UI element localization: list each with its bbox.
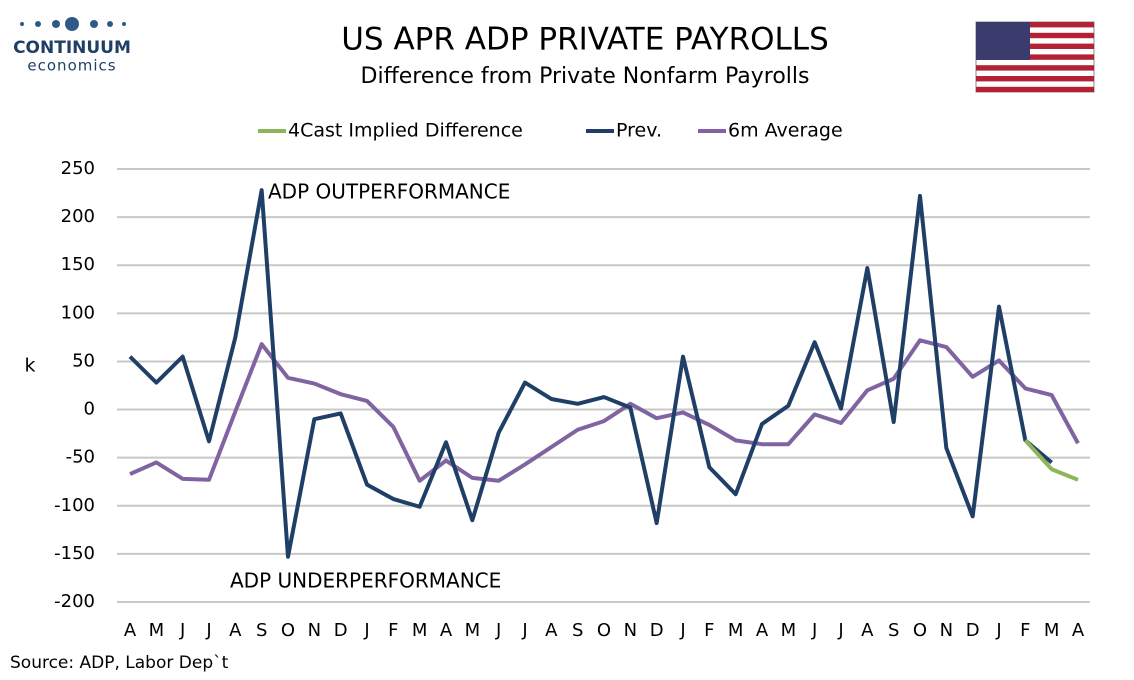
- x-tick-label: N: [940, 620, 953, 641]
- x-tick-label: J: [995, 620, 1001, 641]
- x-tick-label: J: [679, 620, 685, 641]
- x-tick-label: J: [837, 620, 843, 641]
- x-tick-label: A: [756, 620, 769, 641]
- legend-label: 6m Average: [728, 120, 843, 142]
- y-tick-label: -50: [66, 447, 95, 468]
- x-tick-label: N: [624, 620, 637, 641]
- x-tick-label: F: [1020, 620, 1030, 641]
- chart-title: US APR ADP PRIVATE PAYROLLS: [341, 22, 829, 58]
- logo-name: CONTINUUM: [13, 38, 131, 58]
- x-tick-label: A: [440, 620, 453, 641]
- x-tick-label: A: [861, 620, 874, 641]
- chart-subtitle: Difference from Private Nonfarm Payrolls: [361, 64, 810, 89]
- x-tick-label: M: [412, 620, 428, 641]
- x-tick-label: D: [966, 620, 980, 641]
- y-tick-label: 0: [84, 399, 95, 420]
- x-tick-label: M: [728, 620, 744, 641]
- annotation: ADP OUTPERFORMANCE: [268, 180, 510, 204]
- source: Source: ADP, Labor Dep`t: [10, 653, 229, 673]
- annotation: ADP UNDERPERFORMANCE: [230, 569, 501, 593]
- x-tick-label: O: [597, 620, 611, 641]
- y-tick-label: 100: [61, 302, 95, 323]
- legend-label: 4Cast Implied Difference: [288, 120, 523, 142]
- y-tick-label: 50: [72, 350, 95, 371]
- x-tick-label: M: [781, 620, 797, 641]
- x-tick-label: J: [363, 620, 369, 641]
- x-tick-label: M: [465, 620, 481, 641]
- x-tick-label: D: [650, 620, 664, 641]
- x-tick-label: S: [888, 620, 899, 641]
- series-line: [129, 338, 1080, 483]
- y-tick-label: -200: [54, 591, 95, 612]
- x-tick-label: M: [1044, 620, 1060, 641]
- x-tick-label: F: [388, 620, 398, 641]
- y-tick-label: -150: [54, 543, 95, 564]
- x-tick-label: S: [572, 620, 583, 641]
- x-tick-label: N: [308, 620, 321, 641]
- series-line: [1023, 438, 1079, 482]
- x-tick-label: O: [281, 620, 295, 641]
- logo-tagline: economics: [27, 57, 116, 75]
- legend-label: Prev.: [616, 120, 662, 142]
- x-tick-label: J: [811, 620, 817, 641]
- x-tick-label: M: [149, 620, 165, 641]
- x-tick-label: A: [229, 620, 242, 641]
- y-tick-label: -100: [54, 495, 95, 516]
- x-tick-label: J: [495, 620, 501, 641]
- x-tick-label: A: [124, 620, 137, 641]
- y-axis-label: k: [24, 355, 35, 377]
- x-tick-label: O: [913, 620, 927, 641]
- x-tick-label: J: [179, 620, 185, 641]
- series-line: [128, 188, 1053, 559]
- x-tick-label: J: [205, 620, 211, 641]
- y-tick-label: 250: [61, 158, 95, 179]
- logo: CONTINUUM economics: [13, 17, 131, 75]
- x-tick-label: A: [1072, 620, 1085, 641]
- y-tick-label: 200: [61, 206, 95, 227]
- x-tick-label: F: [704, 620, 714, 641]
- y-tick-label: 150: [61, 254, 95, 275]
- x-tick-label: S: [256, 620, 267, 641]
- flag: [975, 21, 1095, 93]
- x-tick-label: J: [521, 620, 527, 641]
- x-tick-label: D: [334, 620, 348, 641]
- x-tick-label: A: [545, 620, 558, 641]
